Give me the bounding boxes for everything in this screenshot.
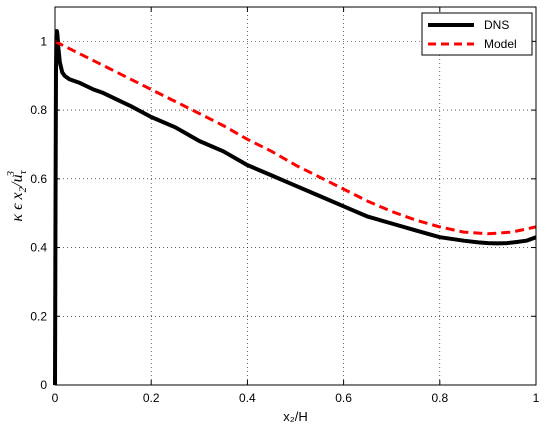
legend-box — [421, 12, 533, 56]
x-tick-label: 0 — [52, 391, 59, 405]
legend-label-model: Model — [484, 37, 517, 51]
legend-label-dns: DNS — [484, 18, 509, 32]
series-line-dns — [53, 29, 537, 386]
plot-frame — [54, 6, 537, 386]
x-axis-label: x₂/H — [283, 409, 308, 424]
series-lines — [53, 29, 537, 386]
y-axis-label: κ ϵ x2/uτ3 — [5, 169, 29, 221]
x-tick-label: 0.6 — [335, 391, 352, 405]
plot-background — [55, 7, 536, 385]
x-tick-label: 0.8 — [431, 391, 448, 405]
chart-legend: DNS Model — [421, 12, 533, 56]
axis-ticks: 0 0.2 0.4 0.6 0.8 1 0 0.2 0.4 0.6 0.8 1 — [30, 7, 540, 405]
x-tick-label: 1 — [533, 391, 540, 405]
y-tick-label: 0.6 — [30, 172, 47, 186]
y-tick-label: 1 — [40, 34, 47, 48]
y-tick-label: 0.8 — [30, 103, 47, 117]
series-line-model — [54, 40, 537, 236]
y-tick-label: 0.2 — [30, 309, 47, 323]
y-tick-label: 0.4 — [30, 241, 47, 255]
x-tick-label: 0.2 — [143, 391, 160, 405]
x-tick-label: 0.4 — [239, 391, 256, 405]
y-tick-label: 0 — [40, 378, 47, 392]
